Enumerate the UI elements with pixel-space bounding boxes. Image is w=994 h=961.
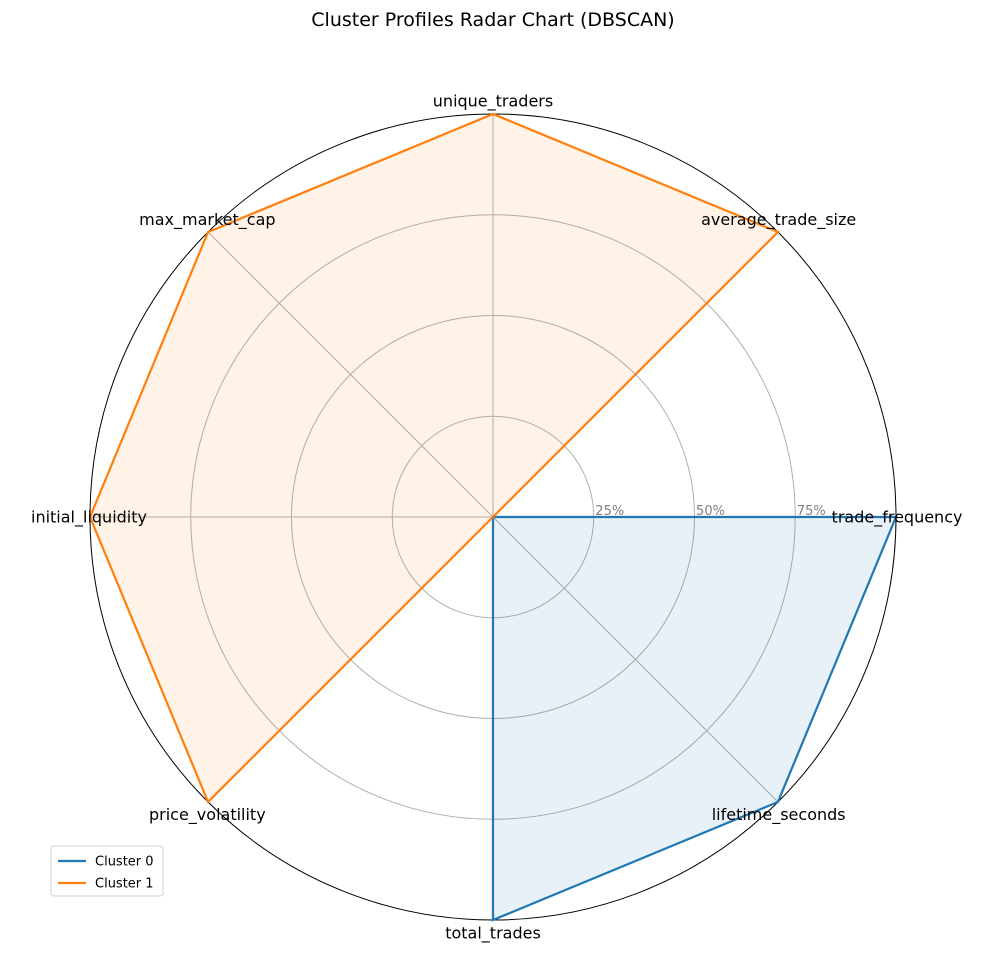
axis-label-lifetime_seconds: lifetime_seconds xyxy=(712,805,846,825)
series-fill-0 xyxy=(493,517,896,920)
axis-label-initial_liquidity: initial_liquidity xyxy=(31,508,147,528)
r-tick-label: 75% xyxy=(797,504,826,519)
axis-label-price_volatility: price_volatility xyxy=(149,805,266,825)
axis-label-unique_traders: unique_traders xyxy=(433,92,553,112)
r-tick-label: 50% xyxy=(696,504,725,519)
axis-label-average_trade_size: average_trade_size xyxy=(701,210,856,230)
chart-title: Cluster Profiles Radar Chart (DBSCAN) xyxy=(311,9,674,31)
spoke-lifetime_seconds xyxy=(492,516,779,803)
axis-labels: trade_frequency average_trade_size unique_… xyxy=(31,92,962,944)
legend: Cluster 0 Cluster 1 xyxy=(50,845,164,897)
legend-label-1: Cluster 1 xyxy=(95,877,154,892)
axis-label-total_trades: total_trades xyxy=(445,924,541,944)
series-fill-1 xyxy=(90,114,778,802)
r-tick-label: 25% xyxy=(595,504,624,519)
legend-label-0: Cluster 0 xyxy=(95,855,154,870)
axis-label-max_market_cap: max_market_cap xyxy=(139,210,275,230)
radar-series xyxy=(88,112,898,922)
axis-label-trade_frequency: trade_frequency xyxy=(832,508,963,528)
spoke-max_market_cap xyxy=(207,231,494,518)
